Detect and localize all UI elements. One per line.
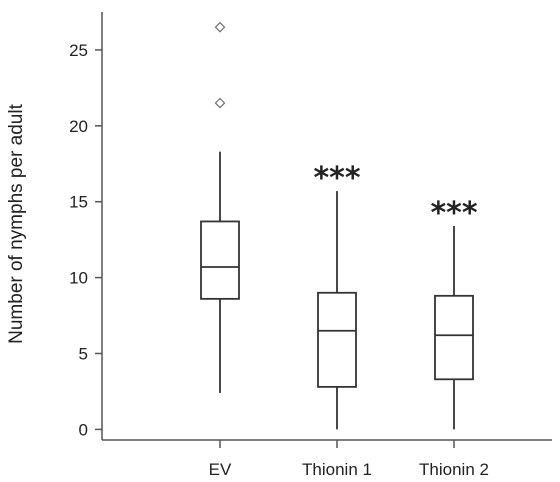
y-tick-label-5: 5 xyxy=(79,344,88,363)
iqr-box xyxy=(317,291,357,388)
x-tick-label-1: EV xyxy=(209,460,232,479)
box-group-1 xyxy=(200,21,240,393)
box-group-2: *** xyxy=(313,161,361,430)
outlier-point-1 xyxy=(214,97,226,109)
significance-label: *** xyxy=(430,196,477,231)
x-tick-label-2: Thionin 1 xyxy=(302,460,372,479)
iqr-box xyxy=(434,294,474,381)
y-tick-label-25: 25 xyxy=(69,41,88,60)
significance-label: *** xyxy=(313,161,360,196)
y-tick-label-10: 10 xyxy=(69,269,88,288)
boxes: *** *** xyxy=(200,21,478,430)
y-tick-label-0: 0 xyxy=(79,420,88,439)
box-group-3: *** xyxy=(430,196,478,430)
outlier-point-2 xyxy=(214,21,226,33)
y-tick-label-15: 15 xyxy=(69,193,88,212)
y-tick-label-20: 20 xyxy=(69,117,88,136)
x-tick-label-3: Thionin 2 xyxy=(419,460,489,479)
iqr-box xyxy=(200,220,240,300)
axes: 0 5 10 15 20 25 EV Thionin 1 Thionin 2 xyxy=(69,12,552,479)
y-axis-label: Number of nymphs per adult xyxy=(6,103,27,343)
